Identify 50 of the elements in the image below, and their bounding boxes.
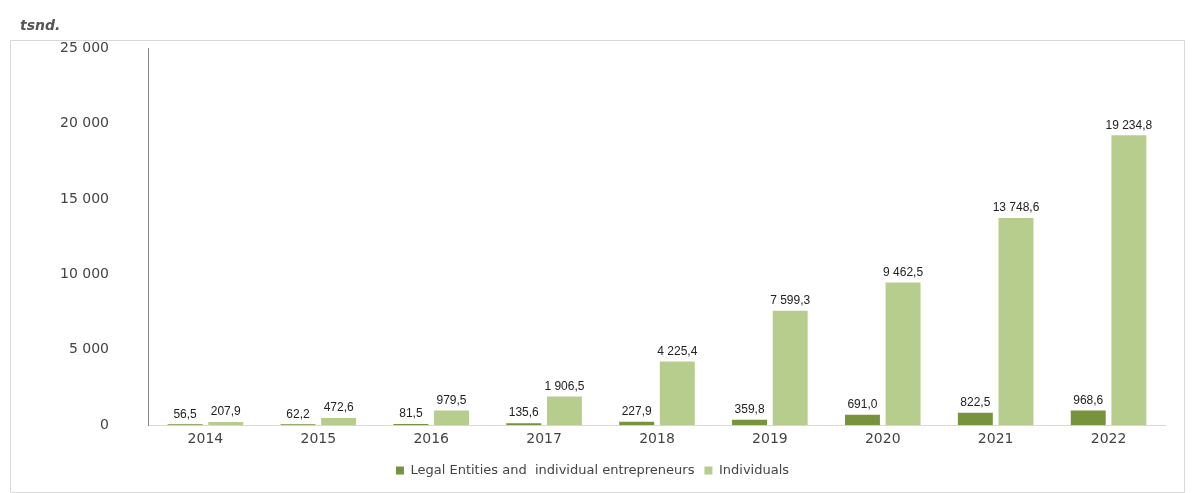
- data-label: 691,0: [847, 397, 878, 412]
- x-tick-label: 2020: [864, 430, 901, 447]
- data-label: 979,5: [436, 392, 467, 407]
- bar: [208, 422, 244, 426]
- bar: [732, 419, 768, 426]
- y-tick-label: 25 000: [59, 39, 109, 56]
- data-label: 822,5: [960, 395, 991, 410]
- data-label: 9 462,5: [883, 264, 924, 279]
- data-label: 207,9: [210, 404, 242, 419]
- data-label: 359,8: [734, 402, 765, 417]
- data-label: 135,6: [508, 405, 540, 420]
- bar: [772, 310, 808, 426]
- bar: [659, 361, 695, 426]
- data-label: 56,5: [173, 406, 198, 421]
- data-label: 62,2: [286, 406, 310, 421]
- data-label: 7 599,3: [770, 292, 811, 307]
- data-label: 81,5: [399, 406, 423, 421]
- legend-label: Individuals: [718, 461, 790, 477]
- bar: [434, 410, 470, 426]
- x-tick-label: 2017: [526, 430, 562, 447]
- x-tick-label: 2022: [1090, 430, 1127, 447]
- chart-title: tsnd.: [20, 16, 61, 33]
- bar: [1070, 410, 1106, 426]
- bar: [885, 282, 921, 426]
- y-tick-label: 0: [100, 415, 109, 432]
- x-tick-label: 2016: [413, 430, 450, 447]
- x-tick-label: 2018: [639, 430, 675, 447]
- x-tick-label: 2014: [187, 430, 224, 447]
- data-label: 1 906,5: [544, 378, 585, 393]
- x-tick-label: 2015: [300, 430, 337, 447]
- x-tick-label: 2019: [752, 430, 788, 447]
- y-tick-label: 10 000: [59, 265, 109, 282]
- bar: [321, 418, 357, 426]
- bar: [998, 217, 1034, 426]
- y-tick-label: 5 000: [68, 340, 109, 357]
- data-label: 472,6: [323, 400, 354, 415]
- bar: [506, 423, 542, 426]
- legend-label: Legal Entities and individual entrepreneurs: [410, 461, 695, 477]
- bar: [957, 412, 993, 426]
- x-tick-label: 2021: [977, 430, 1014, 447]
- bar: [844, 414, 880, 426]
- data-label: 4 225,4: [657, 343, 698, 358]
- data-label: 13 748,6: [992, 200, 1040, 215]
- data-label: 227,9: [621, 404, 653, 419]
- y-tick-label: 20 000: [59, 114, 109, 131]
- data-label: 968,6: [1073, 392, 1104, 407]
- data-label: 19 234,8: [1105, 117, 1153, 132]
- bar: [1111, 135, 1147, 426]
- bar: [546, 396, 582, 426]
- y-tick-label: 15 000: [59, 189, 109, 206]
